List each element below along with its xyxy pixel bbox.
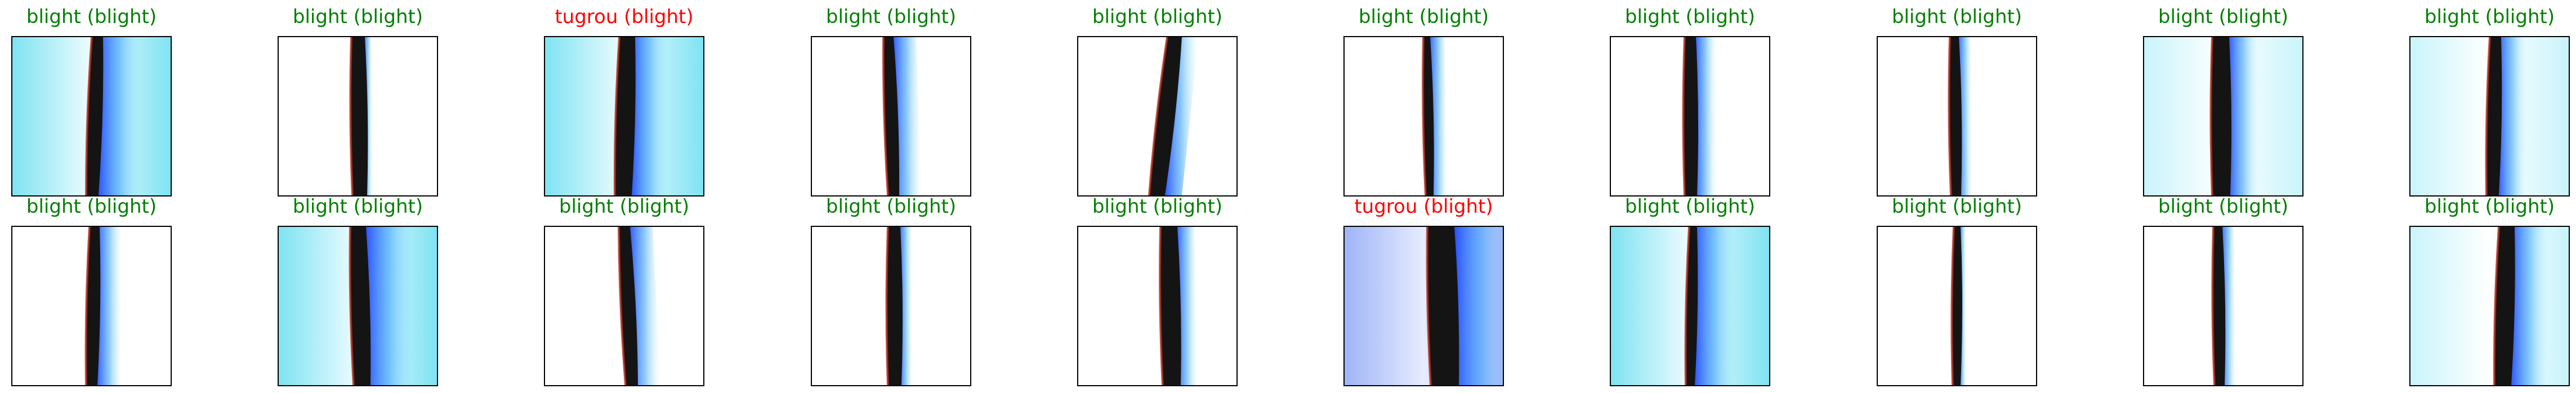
prediction-title: blight (blight) (559, 195, 690, 218)
prediction-title: blight (blight) (1092, 6, 1223, 28)
prediction-title: blight (blight) (1358, 6, 1489, 28)
leaf-image-graphic (1611, 37, 1769, 195)
prediction-title: blight (blight) (2158, 195, 2289, 218)
leaf-image-graphic (2410, 227, 2569, 385)
leaf-image-graphic (2410, 37, 2569, 195)
leaf-image-graphic (1345, 37, 1503, 195)
prediction-title: blight (blight) (825, 6, 957, 28)
leaf-image-graphic (1345, 227, 1503, 385)
leaf-image-graphic (279, 37, 437, 195)
prediction-title: blight (blight) (1092, 195, 1223, 218)
prediction-title: blight (blight) (825, 195, 957, 218)
prediction-title: blight (blight) (1624, 6, 1756, 28)
leaf-image (278, 36, 438, 196)
leaf-image-graphic (1878, 227, 2036, 385)
leaf-image (2143, 36, 2303, 196)
leaf-image (544, 226, 704, 386)
leaf-image-graphic (12, 227, 171, 385)
leaf-image (1077, 226, 1238, 386)
leaf-image-graphic (12, 37, 171, 195)
leaf-image-graphic (545, 37, 703, 195)
leaf-image-graphic (1611, 227, 1769, 385)
prediction-title: blight (blight) (2424, 6, 2555, 28)
leaf-image (811, 226, 971, 386)
leaf-image (811, 36, 971, 196)
leaf-image-graphic (812, 37, 970, 195)
leaf-image-graphic (1078, 227, 1236, 385)
leaf-image (1610, 226, 1770, 386)
leaf-image-graphic (1078, 37, 1236, 195)
leaf-image (2143, 226, 2303, 386)
leaf-image (1610, 36, 1770, 196)
prediction-title: blight (blight) (1624, 195, 1756, 218)
leaf-image (1343, 36, 1504, 196)
leaf-image-graphic (2144, 37, 2302, 195)
prediction-title: blight (blight) (292, 6, 423, 28)
prediction-title: blight (blight) (1891, 195, 2023, 218)
prediction-title: tugrou (blight) (1354, 195, 1493, 218)
leaf-image-graphic (279, 227, 437, 385)
leaf-image (1343, 226, 1504, 386)
leaf-image (2409, 36, 2570, 196)
prediction-title: blight (blight) (26, 6, 157, 28)
leaf-image (544, 36, 704, 196)
prediction-title: blight (blight) (1891, 6, 2023, 28)
leaf-image (1077, 36, 1238, 196)
leaf-image-graphic (545, 227, 703, 385)
leaf-image-graphic (2144, 227, 2302, 385)
prediction-title: blight (blight) (26, 195, 157, 218)
prediction-title: tugrou (blight) (555, 6, 694, 28)
leaf-image (278, 226, 438, 386)
leaf-image (1877, 36, 2037, 196)
prediction-title: blight (blight) (2424, 195, 2555, 218)
leaf-image-graphic (812, 227, 970, 385)
leaf-image (1877, 226, 2037, 386)
prediction-title: blight (blight) (2158, 6, 2289, 28)
leaf-image (2409, 226, 2570, 386)
leaf-image (11, 226, 172, 386)
prediction-title: blight (blight) (292, 195, 423, 218)
leaf-image-graphic (1878, 37, 2036, 195)
leaf-image (11, 36, 172, 196)
